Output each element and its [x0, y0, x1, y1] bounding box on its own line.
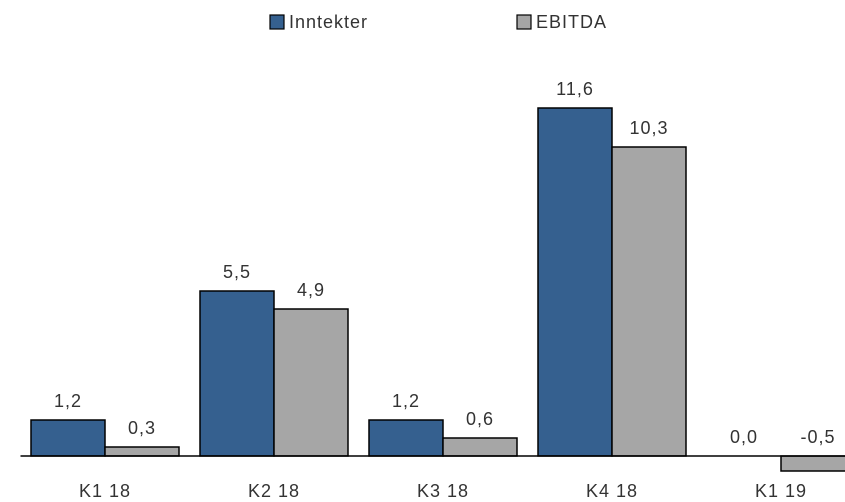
x-tick-label: K2 18 [248, 481, 300, 501]
value-label: 1,2 [392, 391, 420, 411]
bar [611, 146, 687, 457]
value-label: 5,5 [223, 262, 251, 282]
legend-swatch [516, 14, 532, 30]
value-label: 0,3 [128, 418, 156, 438]
value-label: 0,6 [466, 409, 494, 429]
x-tick-label: K3 18 [417, 481, 469, 501]
bar [104, 446, 180, 457]
x-tick-label: K4 18 [586, 481, 638, 501]
bar [30, 419, 106, 457]
value-label: -0,5 [800, 427, 835, 447]
value-label: 11,6 [556, 79, 594, 99]
legend-label: EBITDA [536, 12, 607, 32]
value-label: 0,0 [730, 427, 758, 447]
value-label: 10,3 [629, 118, 668, 138]
bar [368, 419, 444, 457]
value-label: 1,2 [54, 391, 82, 411]
legend-swatch [269, 14, 285, 30]
bar [442, 437, 518, 457]
bar [273, 308, 349, 457]
legend-label: Inntekter [289, 12, 368, 32]
x-tick-label: K1 19 [755, 481, 807, 501]
x-tick-label: K1 18 [79, 481, 131, 501]
value-label: 4,9 [297, 280, 325, 300]
bar [537, 107, 613, 457]
bar [199, 290, 275, 457]
bar [780, 455, 845, 472]
